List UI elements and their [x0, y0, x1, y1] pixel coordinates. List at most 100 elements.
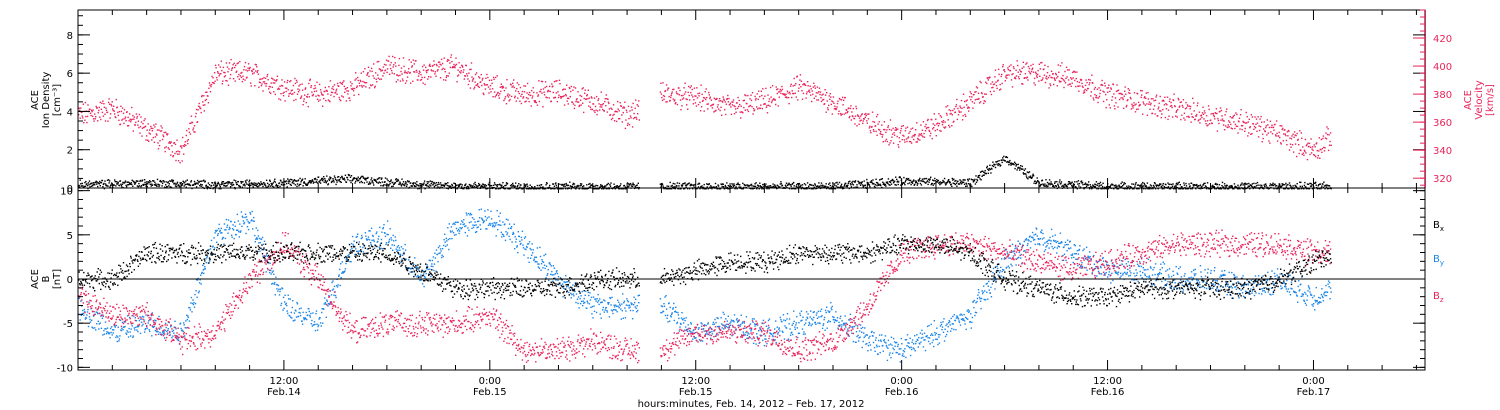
density-point: [139, 179, 142, 182]
density-point: [377, 178, 379, 180]
velocity-point: [568, 86, 570, 89]
velocity-point: [489, 84, 492, 87]
by-point: [140, 318, 142, 320]
velocity-point: [193, 125, 196, 127]
velocity-point: [1084, 84, 1087, 87]
density-point: [465, 183, 467, 185]
velocity-point: [1008, 65, 1011, 68]
density-point: [632, 182, 634, 184]
velocity-point: [810, 88, 812, 90]
density-point: [1289, 184, 1292, 187]
density-point: [86, 183, 88, 185]
density-point: [572, 182, 575, 185]
velocity-point: [955, 104, 958, 106]
by-point: [110, 331, 112, 334]
velocity-point: [296, 93, 299, 95]
density-point: [1117, 188, 1120, 190]
velocity-point: [979, 80, 981, 83]
velocity-point: [385, 59, 388, 61]
density-point: [1050, 181, 1052, 183]
velocity-point: [491, 88, 494, 90]
velocity-point: [112, 109, 114, 112]
density-point: [565, 182, 567, 185]
velocity-point: [530, 94, 532, 96]
density-point: [915, 182, 917, 184]
density-point: [871, 181, 873, 184]
density-point: [563, 183, 566, 185]
velocity-point: [1271, 133, 1274, 135]
velocity-point: [576, 101, 579, 103]
density-point: [1250, 184, 1253, 187]
velocity-point: [933, 126, 935, 129]
density-point: [1087, 184, 1089, 186]
density-point: [1090, 185, 1092, 188]
velocity-point: [366, 74, 368, 76]
velocity-point: [281, 85, 284, 87]
velocity-point: [497, 91, 499, 94]
velocity-point: [1215, 112, 1217, 115]
density-point: [990, 172, 992, 174]
velocity-point: [1324, 147, 1326, 149]
velocity-point: [553, 97, 555, 99]
density-point: [238, 184, 240, 187]
velocity-point: [888, 144, 890, 146]
density-point: [155, 184, 158, 187]
velocity-point: [584, 89, 586, 91]
velocity-point: [399, 74, 401, 77]
velocity-point: [124, 116, 127, 118]
velocity-point: [581, 88, 583, 90]
density-point: [637, 182, 639, 184]
density-point: [896, 178, 898, 181]
velocity-point: [1327, 128, 1329, 130]
density-point: [344, 179, 346, 181]
velocity-point: [769, 86, 772, 89]
density-point: [445, 182, 447, 185]
velocity-point: [1224, 125, 1227, 127]
velocity-point: [1093, 88, 1096, 90]
density-point: [121, 183, 124, 185]
velocity-point: [188, 128, 190, 130]
velocity-point: [174, 143, 177, 146]
density-point: [427, 185, 429, 187]
velocity-point: [897, 128, 899, 130]
velocity-point: [290, 90, 292, 92]
velocity-point: [799, 74, 802, 76]
density-point: [1014, 162, 1017, 165]
velocity-point: [740, 105, 742, 107]
density-point: [1102, 182, 1104, 184]
density-point: [731, 183, 733, 185]
density-point: [951, 177, 953, 180]
velocity-point: [1132, 105, 1135, 107]
density-point: [1053, 185, 1055, 187]
density-point: [189, 184, 192, 187]
velocity-point: [513, 86, 515, 89]
density-point: [493, 182, 496, 184]
velocity-point: [787, 92, 789, 94]
by-point: [137, 325, 140, 328]
velocity-point: [158, 144, 161, 147]
velocity-point: [954, 111, 957, 113]
density-point: [386, 184, 389, 186]
velocity-point: [904, 130, 907, 132]
velocity-point: [460, 72, 462, 74]
velocity-point: [78, 114, 80, 116]
by-point: [125, 333, 128, 335]
velocity-point: [739, 111, 741, 113]
velocity-point: [896, 135, 898, 138]
velocity-point: [952, 121, 954, 123]
velocity-point: [390, 67, 392, 70]
velocity-point: [125, 120, 127, 122]
by-point: [121, 327, 123, 330]
density-point: [1019, 169, 1021, 171]
by-point: [98, 328, 100, 330]
density-point: [1150, 185, 1153, 187]
density-point: [230, 182, 233, 184]
velocity-point: [143, 126, 146, 128]
velocity-point: [1209, 123, 1211, 125]
velocity-point: [964, 113, 966, 116]
velocity-point: [1077, 85, 1080, 88]
velocity-point: [572, 89, 574, 91]
velocity-point: [455, 57, 457, 59]
density-point: [416, 181, 418, 183]
velocity-point: [762, 97, 765, 100]
